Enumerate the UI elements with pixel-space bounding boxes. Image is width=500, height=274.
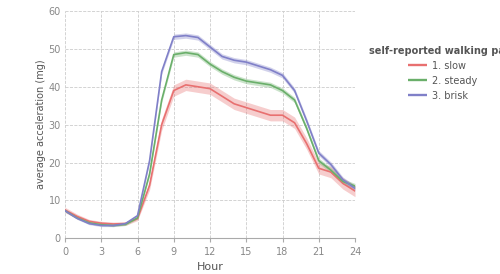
Y-axis label: average acceleration (mg): average acceleration (mg) (36, 60, 46, 190)
X-axis label: Hour: Hour (196, 262, 224, 272)
Legend: 1. slow, 2. steady, 3. brisk: 1. slow, 2. steady, 3. brisk (366, 43, 500, 104)
